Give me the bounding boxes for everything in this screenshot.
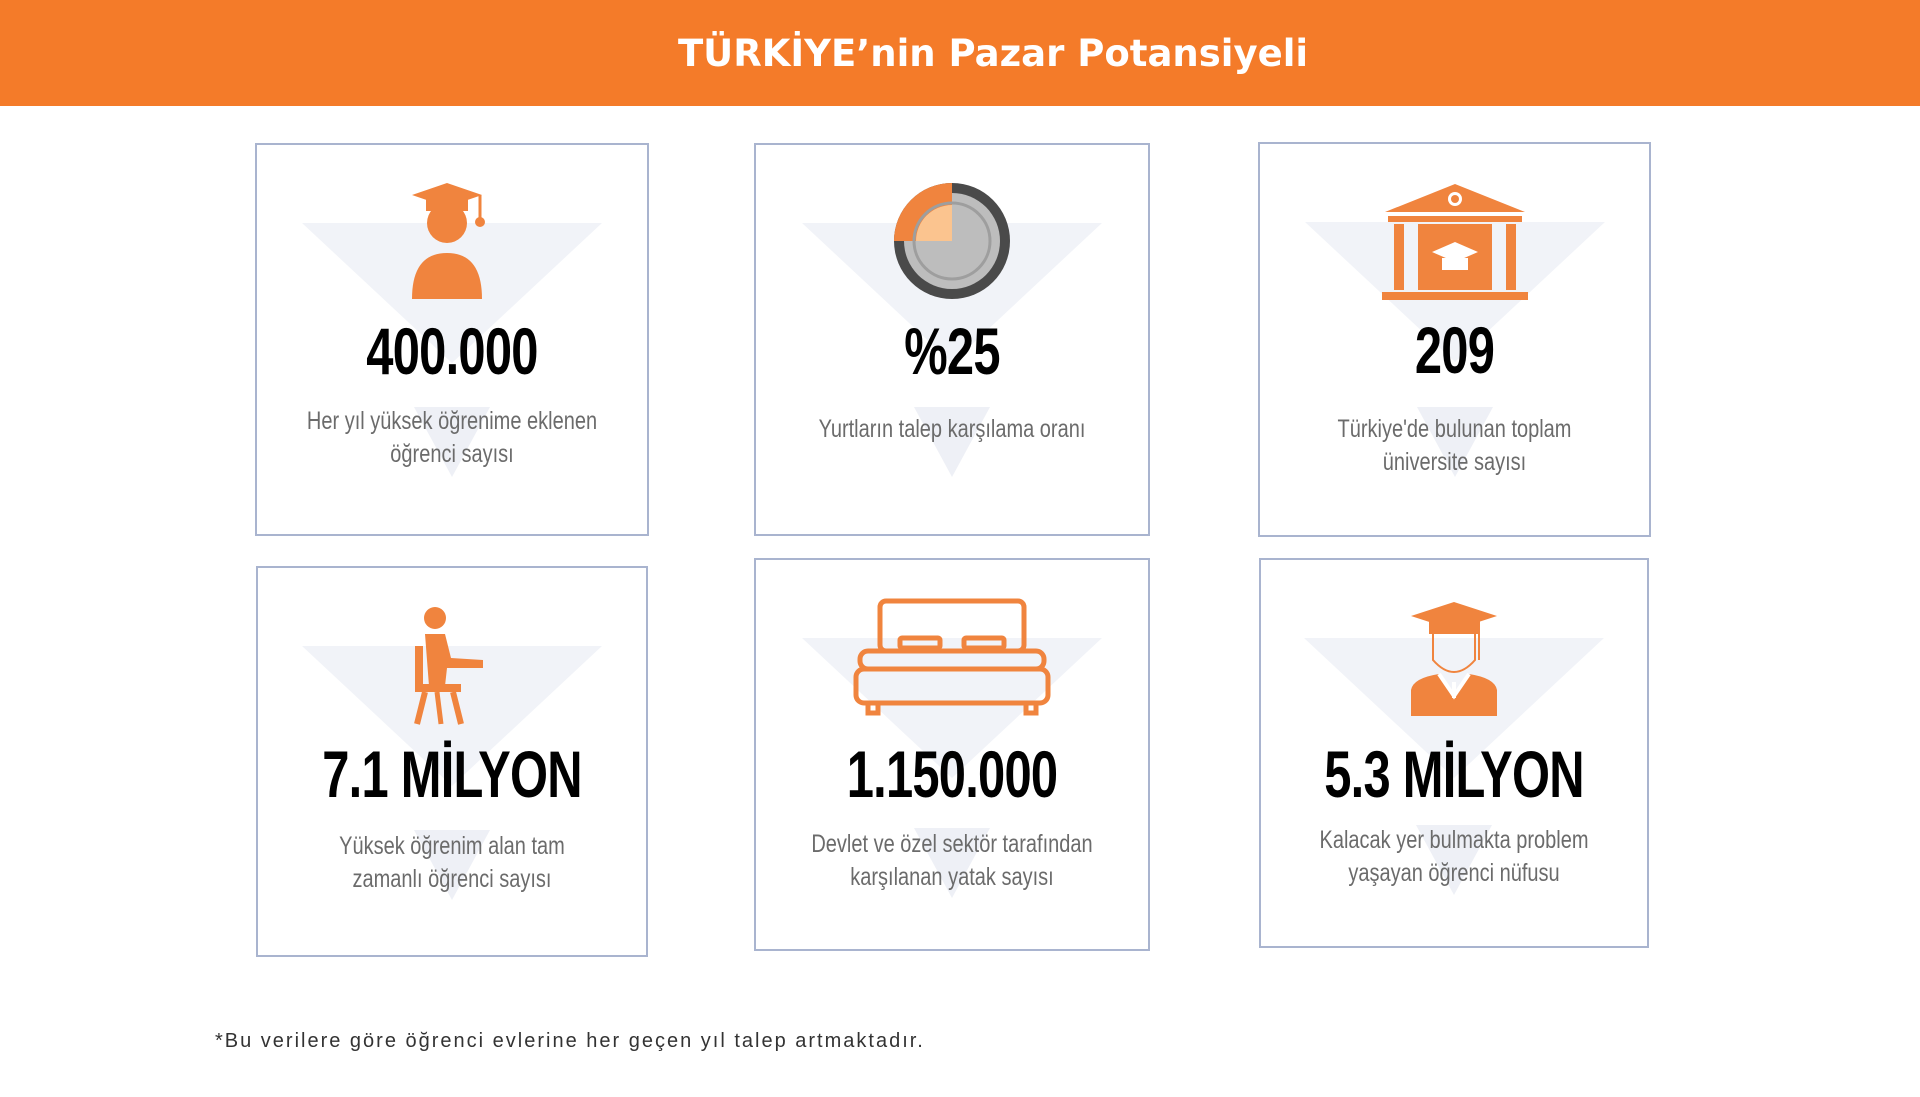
background-triangle-small [414,830,490,900]
background-triangle-small [914,828,990,898]
stat-description: Kalacak yer bulmakta problem yaşayan öğr… [1319,826,1589,887]
background-triangle [302,646,602,786]
stat-value: 1.150.000 [846,737,1058,811]
stat-description: Yüksek öğrenim alan tam zamanlı öğrenci … [339,832,565,893]
background-triangle-small [914,407,990,477]
stat-description: Türkiye'de bulunan toplam üniversite say… [1337,415,1572,476]
stat-value: 7.1 MİLYON [322,737,582,811]
student-desk-icon [414,607,483,725]
graduate-gown-icon [1411,602,1497,716]
stat-card-universities: 209 Türkiye'de bulunan toplam üniversite… [1258,142,1651,537]
footnote: *Bu verilere göre öğrenci evlerine her g… [215,1030,925,1052]
background-triangle [802,638,1102,778]
stat-card-beds: 1.150.000 Devlet ve özel sektör tarafınd… [754,558,1150,951]
university-icon [1381,184,1528,300]
stat-card-housing-problem: 5.3 MİLYON Kalacak yer bulmakta problem … [1259,558,1649,948]
stat-card-dorm-ratio: %25 Yurtların talep karşılama oranı [754,143,1150,536]
stat-card-new-students: 400.000 Her yıl yüksek öğrenime eklenen … [255,143,649,536]
graduate-icon [412,183,485,299]
stat-value: %25 [904,314,1000,388]
background-triangle-small [1416,825,1492,895]
stat-value: 209 [1414,313,1495,387]
pie-gauge-icon [894,183,1010,299]
stat-description: Yurtların talep karşılama oranı [818,415,1086,443]
stat-card-fulltime-students: 7.1 MİLYON Yüksek öğrenim alan tam zaman… [256,566,648,957]
stat-description: Devlet ve özel sektör tarafından karşıla… [811,830,1093,891]
header-bar: TÜRKİYE’nin Pazar Potansiyeli [0,0,1920,106]
stat-value: 5.3 MİLYON [1324,737,1584,811]
background-triangle-small [1416,407,1493,477]
stat-value: 400.000 [366,314,538,388]
stat-description: Her yıl yüksek öğrenime eklenen öğrenci … [306,407,598,468]
bed-icon [853,598,1051,716]
page-title: TÜRKİYE’nin Pazar Potansiyeli [677,31,1309,75]
background-triangle-small [414,407,490,477]
